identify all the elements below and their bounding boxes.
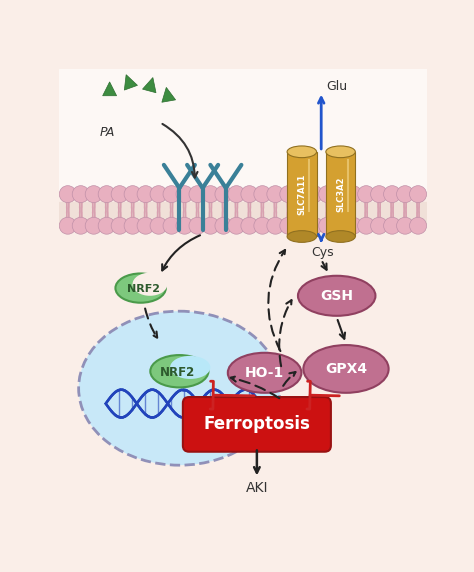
Circle shape [228, 217, 245, 234]
Ellipse shape [287, 146, 317, 158]
Ellipse shape [94, 323, 265, 454]
Text: Cys: Cys [311, 246, 334, 259]
Text: NRF2: NRF2 [160, 366, 195, 379]
Circle shape [345, 217, 362, 234]
Ellipse shape [116, 273, 166, 303]
Polygon shape [162, 88, 175, 102]
Text: PA: PA [100, 126, 115, 140]
Circle shape [383, 186, 401, 202]
Circle shape [150, 217, 167, 234]
Circle shape [358, 186, 375, 202]
Circle shape [371, 186, 388, 202]
Circle shape [59, 217, 76, 234]
Circle shape [383, 217, 401, 234]
Circle shape [319, 217, 336, 234]
Circle shape [332, 217, 349, 234]
Bar [59, 202, 427, 223]
Text: SLC7A11: SLC7A11 [297, 173, 306, 215]
Circle shape [111, 186, 128, 202]
Circle shape [98, 186, 115, 202]
Circle shape [267, 217, 284, 234]
Ellipse shape [228, 353, 301, 393]
Circle shape [410, 186, 427, 202]
Bar [326, 152, 356, 236]
Ellipse shape [170, 356, 210, 379]
Ellipse shape [79, 311, 280, 465]
Text: Ferroptosis: Ferroptosis [203, 415, 310, 434]
Text: NRF2: NRF2 [128, 284, 161, 294]
Ellipse shape [150, 355, 209, 387]
Circle shape [241, 217, 258, 234]
Circle shape [72, 186, 89, 202]
Circle shape [163, 217, 180, 234]
Bar [59, 69, 427, 192]
Ellipse shape [133, 273, 167, 296]
Circle shape [228, 186, 245, 202]
Text: GSH: GSH [320, 289, 353, 303]
Circle shape [72, 217, 89, 234]
Circle shape [189, 217, 206, 234]
Circle shape [150, 186, 167, 202]
Circle shape [397, 186, 414, 202]
Ellipse shape [326, 146, 356, 158]
Circle shape [59, 186, 76, 202]
Circle shape [124, 217, 141, 234]
Circle shape [215, 186, 232, 202]
Circle shape [319, 186, 336, 202]
Circle shape [254, 217, 271, 234]
Circle shape [137, 186, 154, 202]
Circle shape [98, 217, 115, 234]
Ellipse shape [303, 345, 389, 393]
Text: HO-1: HO-1 [245, 366, 284, 380]
Circle shape [293, 217, 310, 234]
Ellipse shape [114, 338, 245, 438]
Polygon shape [143, 78, 156, 93]
Circle shape [202, 186, 219, 202]
Circle shape [189, 186, 206, 202]
Ellipse shape [326, 231, 356, 243]
Polygon shape [103, 82, 117, 96]
Circle shape [358, 217, 375, 234]
Circle shape [176, 217, 193, 234]
Circle shape [111, 217, 128, 234]
Circle shape [241, 186, 258, 202]
Ellipse shape [298, 276, 375, 316]
Circle shape [397, 217, 414, 234]
Bar [287, 152, 317, 236]
Ellipse shape [287, 231, 317, 243]
Text: Glu: Glu [327, 80, 348, 93]
FancyBboxPatch shape [183, 397, 331, 452]
Circle shape [280, 217, 297, 234]
Circle shape [293, 186, 310, 202]
Circle shape [306, 217, 323, 234]
Circle shape [163, 186, 180, 202]
Circle shape [137, 217, 154, 234]
Circle shape [332, 186, 349, 202]
Circle shape [410, 217, 427, 234]
Circle shape [280, 186, 297, 202]
Circle shape [176, 186, 193, 202]
Circle shape [215, 217, 232, 234]
Text: GPX4: GPX4 [325, 362, 367, 376]
Circle shape [267, 186, 284, 202]
Circle shape [124, 186, 141, 202]
Circle shape [85, 186, 102, 202]
Circle shape [371, 217, 388, 234]
Text: AKI: AKI [246, 481, 268, 495]
Polygon shape [124, 75, 137, 90]
Circle shape [254, 186, 271, 202]
Circle shape [345, 186, 362, 202]
Circle shape [306, 186, 323, 202]
Circle shape [85, 217, 102, 234]
Text: SLC3A2: SLC3A2 [336, 176, 345, 212]
Ellipse shape [79, 311, 280, 465]
Circle shape [202, 217, 219, 234]
